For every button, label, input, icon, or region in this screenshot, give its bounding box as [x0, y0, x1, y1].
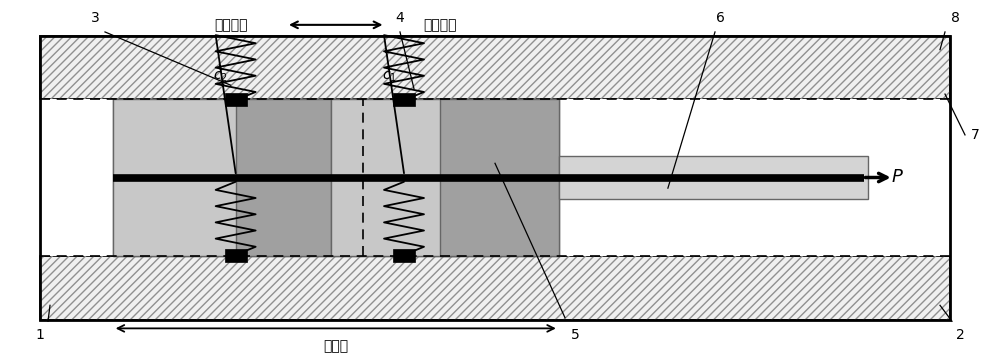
Text: 7: 7 — [971, 128, 979, 142]
Bar — [113, 99, 331, 256]
Text: 5: 5 — [571, 328, 579, 343]
Bar — [40, 36, 950, 320]
Bar — [40, 36, 950, 99]
Bar — [40, 256, 950, 320]
Bar — [393, 93, 415, 106]
Bar — [225, 249, 247, 262]
Bar — [40, 99, 950, 256]
Bar — [440, 99, 559, 256]
Text: 3: 3 — [91, 11, 99, 25]
Text: 上部地层: 上部地层 — [424, 18, 457, 32]
Bar — [331, 99, 459, 256]
Bar — [559, 155, 868, 200]
Text: 1: 1 — [36, 328, 44, 343]
Bar — [393, 249, 415, 262]
Text: $P$: $P$ — [891, 169, 904, 186]
Bar — [236, 99, 331, 256]
Text: 下部地层: 下部地层 — [214, 18, 248, 32]
Bar — [331, 99, 559, 256]
Bar — [40, 36, 950, 99]
Text: 4: 4 — [396, 11, 404, 25]
Text: 2: 2 — [956, 328, 964, 343]
Text: 6: 6 — [716, 11, 724, 25]
Text: 8: 8 — [951, 11, 959, 25]
Bar — [113, 99, 240, 256]
Bar — [40, 256, 950, 320]
Bar — [225, 93, 247, 106]
Text: $c_1$: $c_1$ — [382, 69, 396, 83]
Text: $c_2$: $c_2$ — [213, 69, 228, 83]
Text: 锡固段: 锡固段 — [323, 339, 348, 353]
